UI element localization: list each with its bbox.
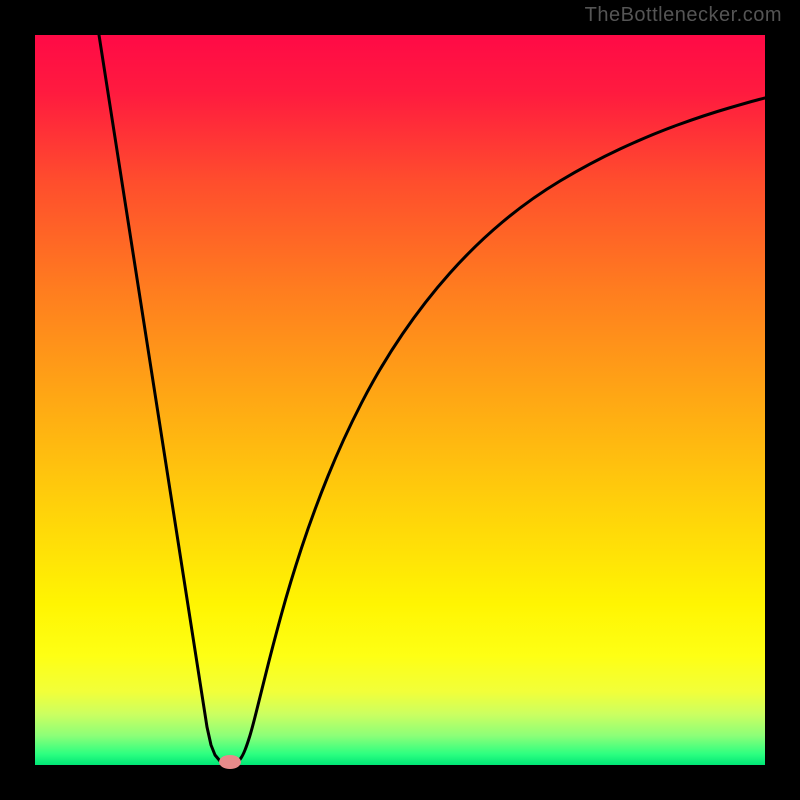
chart-container: TheBottlenecker.com [0, 0, 800, 800]
bottleneck-curve [35, 35, 765, 765]
optimal-point-marker [219, 755, 241, 769]
watermark-text: TheBottlenecker.com [585, 4, 782, 27]
plot-area [35, 35, 765, 765]
